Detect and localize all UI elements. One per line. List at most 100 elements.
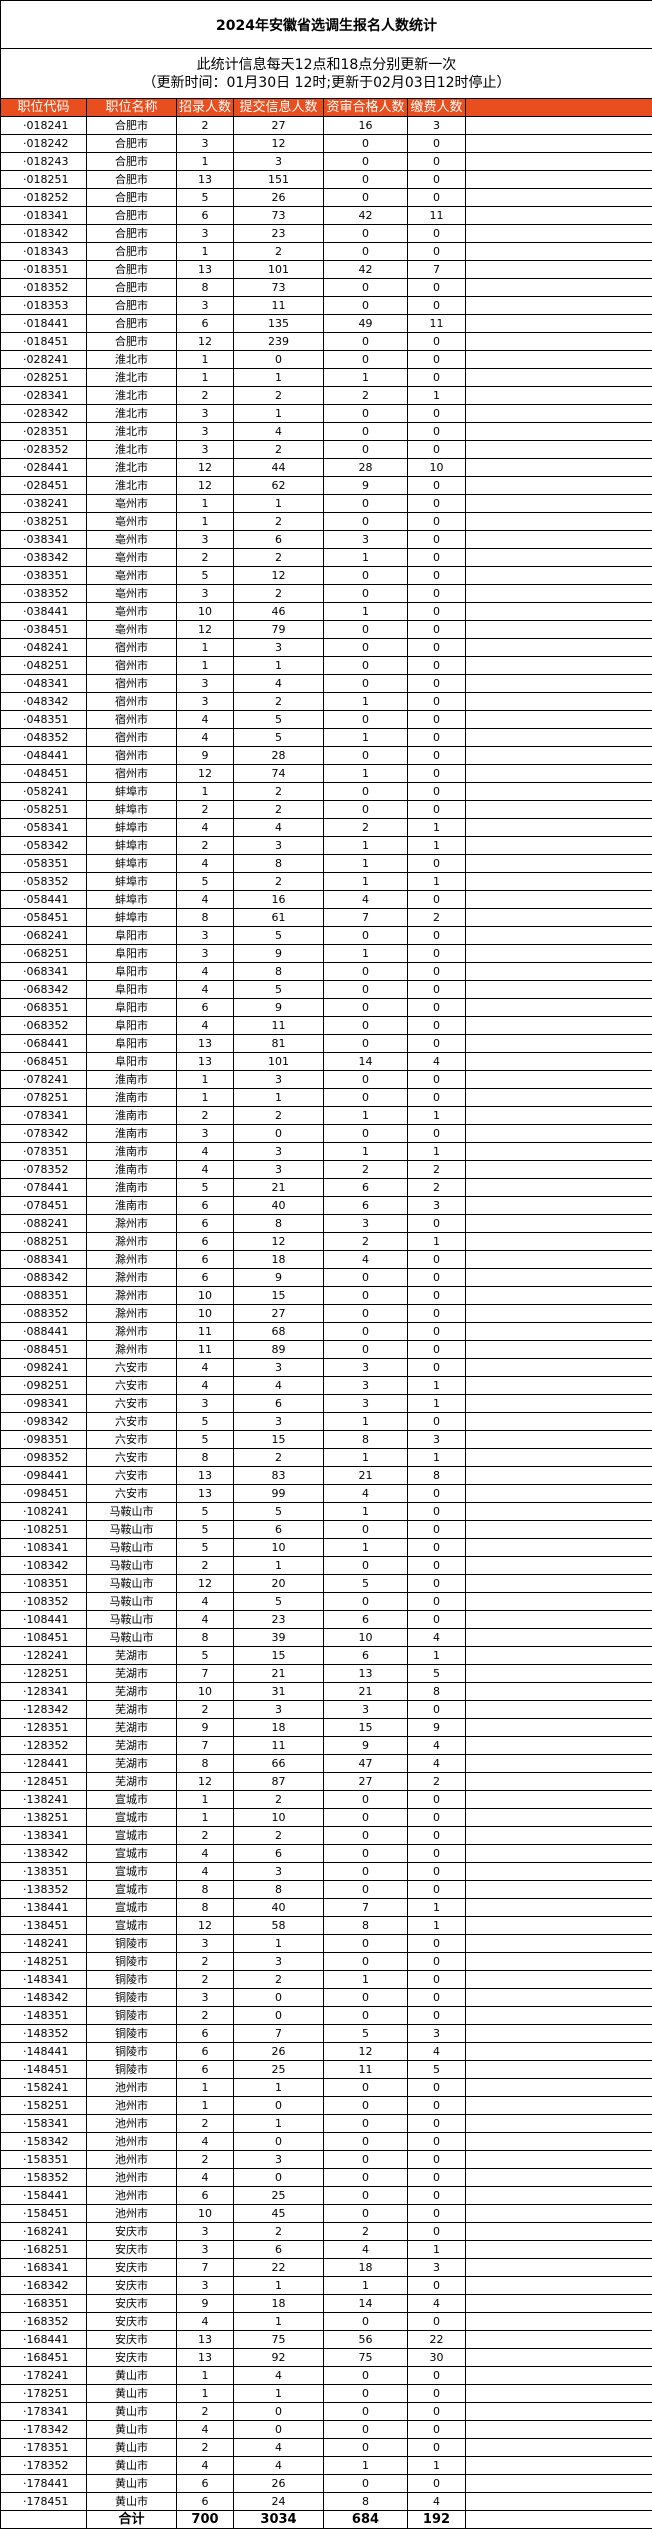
empty-cell <box>466 2169 652 2186</box>
position-code-cell: ·158241 <box>1 2079 87 2096</box>
submitted-count-cell: 9 <box>234 945 324 962</box>
qualified-count-cell: 0 <box>324 2367 408 2384</box>
submitted-count-cell: 7 <box>234 2025 324 2042</box>
position-name-cell: 六安市 <box>87 1467 177 1484</box>
paid-count-cell: 11 <box>408 315 466 332</box>
table-row: ·048441 宿州市 9 28 0 0 <box>1 747 652 765</box>
paid-count-cell: 3 <box>408 117 466 134</box>
position-name-cell: 蚌埠市 <box>87 909 177 926</box>
submitted-count-cell: 2 <box>234 1827 324 1844</box>
position-code-cell: ·098341 <box>1 1395 87 1412</box>
recruit-count-cell: 4 <box>177 1377 234 1394</box>
paid-count-cell: 0 <box>408 603 466 620</box>
empty-cell <box>466 1035 652 1052</box>
recruit-count-cell: 3 <box>177 531 234 548</box>
table-row: ·038341 亳州市 3 6 3 0 <box>1 531 652 549</box>
submitted-count-cell: 9 <box>234 999 324 1016</box>
qualified-count-cell: 1 <box>324 603 408 620</box>
empty-cell <box>466 621 652 638</box>
empty-cell <box>466 1341 652 1358</box>
paid-count-cell: 0 <box>408 783 466 800</box>
recruit-count-cell: 6 <box>177 2025 234 2042</box>
submitted-count-cell: 39 <box>234 1629 324 1646</box>
empty-cell <box>466 765 652 782</box>
empty-cell <box>466 1287 652 1304</box>
table-row: ·018352 合肥市 8 73 0 0 <box>1 279 652 297</box>
submitted-count-cell: 21 <box>234 1179 324 1196</box>
table-row: ·058241 蚌埠市 1 2 0 0 <box>1 783 652 801</box>
qualified-count-cell: 0 <box>324 657 408 674</box>
position-name-cell: 安庆市 <box>87 2223 177 2240</box>
paid-count-cell: 0 <box>408 1089 466 1106</box>
empty-cell <box>466 2385 652 2402</box>
paid-count-cell: 1 <box>408 1395 466 1412</box>
table-row: ·178441 黄山市 6 26 0 0 <box>1 2475 652 2493</box>
qualified-count-cell: 0 <box>324 1323 408 1340</box>
empty-cell <box>466 963 652 980</box>
submitted-count-cell: 8 <box>234 1215 324 1232</box>
submitted-count-cell: 3 <box>234 1863 324 1880</box>
qualified-count-cell: 15 <box>324 1719 408 1736</box>
empty-cell <box>466 1107 652 1124</box>
paid-count-cell: 0 <box>408 765 466 782</box>
paid-count-cell: 1 <box>408 1899 466 1916</box>
qualified-count-cell: 7 <box>324 909 408 926</box>
position-name-cell: 合肥市 <box>87 135 177 152</box>
submitted-count-cell: 4 <box>234 819 324 836</box>
qualified-count-cell: 56 <box>324 2331 408 2348</box>
submitted-count-cell: 25 <box>234 2187 324 2204</box>
position-code-cell: ·078351 <box>1 1143 87 1160</box>
qualified-count-cell: 10 <box>324 1629 408 1646</box>
paid-count-cell: 0 <box>408 1791 466 1808</box>
position-code-cell: ·178441 <box>1 2475 87 2492</box>
position-name-cell: 芜湖市 <box>87 1755 177 1772</box>
position-name-cell: 池州市 <box>87 2079 177 2096</box>
paid-count-cell: 0 <box>408 855 466 872</box>
position-code-cell: ·038342 <box>1 549 87 566</box>
table-row: ·058451 蚌埠市 8 61 7 2 <box>1 909 652 927</box>
submitted-count-cell: 6 <box>234 531 324 548</box>
position-code-cell: ·028352 <box>1 441 87 458</box>
recruit-count-cell: 10 <box>177 1683 234 1700</box>
recruit-count-cell: 11 <box>177 1323 234 1340</box>
recruit-count-cell: 3 <box>177 423 234 440</box>
position-code-cell: ·018241 <box>1 117 87 134</box>
table-row: ·148441 铜陵市 6 26 12 4 <box>1 2043 652 2061</box>
position-code-cell: ·028441 <box>1 459 87 476</box>
submitted-count-cell: 4 <box>234 1377 324 1394</box>
position-code-cell: ·128352 <box>1 1737 87 1754</box>
paid-count-cell: 9 <box>408 1719 466 1736</box>
position-name-cell: 黄山市 <box>87 2403 177 2420</box>
paid-count-cell: 1 <box>408 819 466 836</box>
qualified-count-cell: 0 <box>324 963 408 980</box>
paid-count-cell: 0 <box>408 1035 466 1052</box>
empty-cell <box>466 441 652 458</box>
paid-count-cell: 0 <box>408 1881 466 1898</box>
paid-count-cell: 0 <box>408 369 466 386</box>
total-row: 合计 700 3034 684 192 <box>1 2511 652 2529</box>
table-row: ·108241 马鞍山市 5 5 1 0 <box>1 1503 652 1521</box>
paid-count-cell: 0 <box>408 243 466 260</box>
position-name-cell: 六安市 <box>87 1395 177 1412</box>
table-row: ·088341 滁州市 6 18 4 0 <box>1 1251 652 1269</box>
table-row: ·088352 滁州市 10 27 0 0 <box>1 1305 652 1323</box>
qualified-count-cell: 4 <box>324 891 408 908</box>
table-row: ·148351 铜陵市 2 0 0 0 <box>1 2007 652 2025</box>
table-row: ·158451 池州市 10 45 0 0 <box>1 2205 652 2223</box>
empty-cell <box>466 2079 652 2096</box>
empty-cell <box>466 1521 652 1538</box>
paid-count-cell: 1 <box>408 1449 466 1466</box>
position-name-cell: 蚌埠市 <box>87 855 177 872</box>
total-code-empty <box>1 2511 87 2528</box>
qualified-count-cell: 0 <box>324 1071 408 1088</box>
submitted-count-cell: 2 <box>234 441 324 458</box>
position-code-cell: ·098251 <box>1 1377 87 1394</box>
table-row: ·158342 池州市 4 0 0 0 <box>1 2133 652 2151</box>
paid-count-cell: 0 <box>408 2313 466 2330</box>
submitted-count-cell: 62 <box>234 477 324 494</box>
table-row: ·098352 六安市 8 2 1 1 <box>1 1449 652 1467</box>
table-row: ·168341 安庆市 7 22 18 3 <box>1 2259 652 2277</box>
paid-count-cell: 0 <box>408 333 466 350</box>
empty-cell <box>466 909 652 926</box>
